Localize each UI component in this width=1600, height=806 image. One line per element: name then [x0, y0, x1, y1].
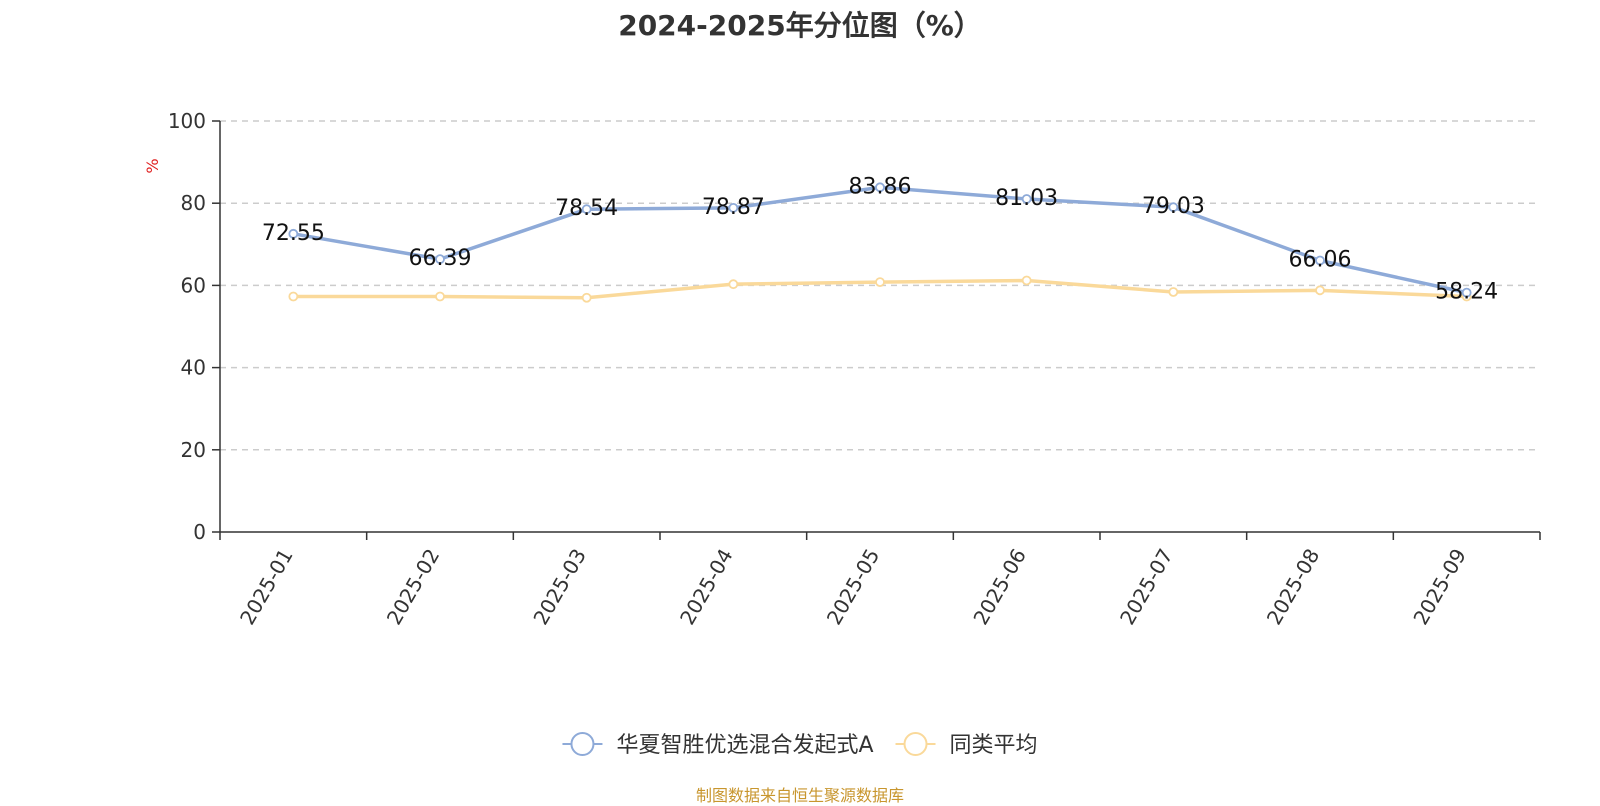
legend[interactable]: 华夏智胜优选混合发起式A 同类平均 — [562, 732, 1038, 758]
legend-item-1[interactable]: 同类平均 — [895, 732, 1038, 758]
series-1 — [288, 275, 1472, 303]
legend-marker — [903, 732, 928, 756]
data-label: 66.06 — [1289, 247, 1352, 272]
data-point — [875, 182, 885, 193]
data-point — [1461, 287, 1472, 298]
data-point — [288, 291, 299, 302]
data-label: 81.03 — [995, 186, 1058, 211]
data-point — [1168, 202, 1179, 213]
data-label: 83.86 — [849, 174, 912, 199]
data-point — [435, 291, 445, 302]
legend-item-0[interactable]: 华夏智胜优选混合发起式A — [562, 732, 874, 758]
x-tick-label: 2025-07 — [1115, 545, 1178, 629]
data-point — [1021, 194, 1032, 204]
x-tick-label: 2025-08 — [1262, 545, 1325, 629]
y-tick-labels: 0 20 40 60 80 100 — [168, 109, 206, 544]
y-axis-unit: % — [143, 158, 162, 173]
data-point — [1168, 287, 1179, 297]
data-point — [728, 202, 739, 213]
series-0 — [288, 182, 1472, 298]
y-tick-label: 80 — [181, 191, 206, 215]
data-point — [288, 228, 299, 239]
x-tick-labels: 2025-01 2025-02 2025-03 2025-04 2025-05 2025-… — [235, 545, 1471, 629]
x-tick-label: 2025-04 — [675, 545, 738, 629]
data-source-note: 制图数据来自恒生聚源数据库 — [695, 786, 904, 805]
data-point — [581, 292, 592, 303]
data-point — [875, 277, 885, 288]
chart-title: 2024-2025年分位图（%） — [618, 9, 982, 42]
data-label: 79.03 — [1142, 194, 1205, 219]
data-label: 58.24 — [1435, 280, 1498, 305]
y-tick-label: 0 — [193, 520, 206, 544]
data-point — [728, 279, 739, 290]
data-label: 72.55 — [262, 221, 325, 246]
legend-label: 华夏智胜优选混合发起式A — [616, 733, 873, 758]
x-tick-label: 2025-03 — [528, 545, 591, 629]
y-tick-label: 60 — [181, 273, 206, 297]
data-labels: 72.55 66.39 78.54 78.87 83.86 81.03 79.03 66.06… — [262, 174, 1498, 304]
series-group — [288, 182, 1472, 303]
y-tick-label: 20 — [181, 438, 206, 462]
legend-marker — [570, 732, 595, 756]
x-tick-label: 2025-02 — [382, 545, 445, 629]
legend-label: 同类平均 — [950, 733, 1038, 758]
data-point — [1021, 275, 1032, 286]
x-tick-label: 2025-05 — [822, 545, 885, 629]
y-tick-label: 40 — [181, 356, 206, 380]
x-tick-label: 2025-09 — [1408, 545, 1471, 629]
data-point — [1315, 255, 1325, 266]
x-tick-label: 2025-01 — [235, 545, 298, 629]
data-label: 78.54 — [555, 196, 618, 221]
x-tick-label: 2025-06 — [968, 545, 1031, 629]
axes — [212, 120, 1541, 540]
data-point — [581, 204, 592, 215]
data-point — [1315, 285, 1325, 296]
data-label: 66.39 — [409, 246, 472, 271]
data-label: 78.87 — [702, 195, 765, 220]
y-tick-label: 100 — [168, 109, 206, 133]
data-point — [435, 254, 445, 265]
